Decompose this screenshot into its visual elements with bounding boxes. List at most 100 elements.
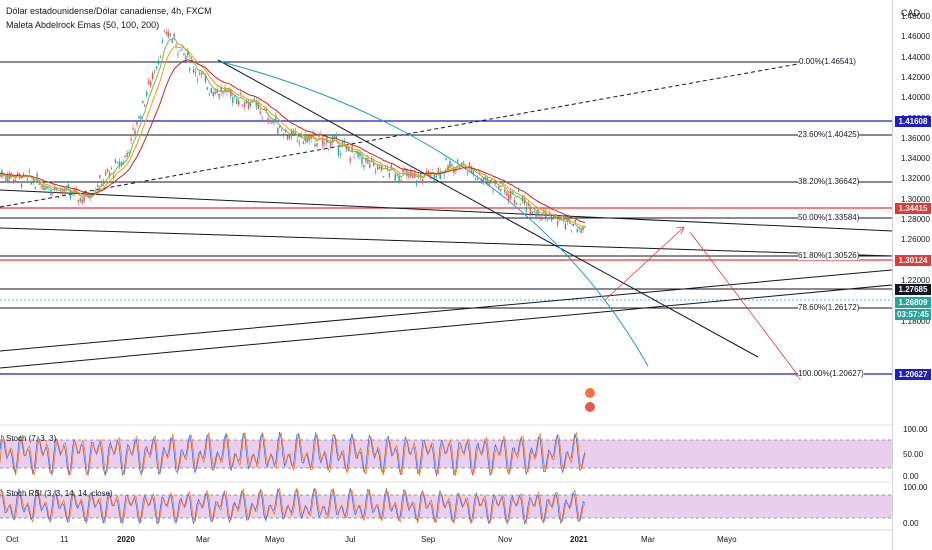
candle-body bbox=[226, 91, 228, 92]
descending-trendline[interactable] bbox=[217, 59, 759, 358]
candle-body bbox=[433, 174, 436, 182]
candle-body bbox=[547, 217, 549, 220]
ema-line[interactable] bbox=[0, 36, 586, 230]
candle-body bbox=[16, 173, 19, 176]
candle-body bbox=[36, 173, 38, 177]
candle-body bbox=[241, 104, 244, 106]
price-tick: 1.46000 bbox=[901, 32, 930, 42]
candlestick-series[interactable] bbox=[0, 28, 586, 235]
candle-body bbox=[0, 172, 1, 177]
red-projection-down[interactable] bbox=[689, 231, 801, 379]
upper-channel-line[interactable] bbox=[0, 189, 892, 232]
candle-body bbox=[28, 171, 31, 173]
candle-body bbox=[118, 161, 121, 167]
time-label-jul: Jul bbox=[345, 535, 356, 544]
candle-body bbox=[447, 165, 449, 171]
candle-body bbox=[261, 117, 263, 119]
candle-body bbox=[435, 175, 438, 178]
candle-body bbox=[183, 54, 185, 56]
ema-lines[interactable] bbox=[0, 36, 586, 230]
candle-body bbox=[457, 159, 459, 162]
candle-body bbox=[42, 184, 44, 190]
candle-body bbox=[281, 130, 283, 132]
ema-line[interactable] bbox=[0, 46, 586, 227]
candle-body bbox=[112, 175, 115, 178]
candle-body bbox=[277, 127, 279, 134]
ascending-support-line-2[interactable] bbox=[0, 284, 892, 369]
candle-body bbox=[513, 199, 516, 204]
flag-event-icon-2[interactable] bbox=[585, 402, 595, 412]
candle-body bbox=[468, 162, 471, 169]
candle-body bbox=[509, 190, 512, 198]
tag-1-27685: 1.27685 bbox=[895, 284, 931, 295]
candle-body bbox=[7, 175, 9, 183]
fib-label-0: 0.00%(1.46541) bbox=[799, 57, 856, 66]
price-chart[interactable] bbox=[0, 0, 892, 550]
mid-channel-line[interactable] bbox=[0, 227, 892, 257]
price-tick: 1.44000 bbox=[901, 52, 930, 62]
candle-body bbox=[22, 173, 25, 175]
candle-body bbox=[81, 199, 83, 204]
tag-1-41608: 1.41608 bbox=[895, 116, 931, 127]
candle-body bbox=[439, 172, 441, 179]
candle-body bbox=[208, 93, 211, 95]
candle-body bbox=[79, 198, 81, 202]
red-arrow-head-up bbox=[675, 226, 685, 235]
flag-event-icon[interactable] bbox=[585, 388, 595, 398]
candle-body bbox=[347, 147, 349, 151]
candle-body bbox=[431, 169, 434, 170]
candle-body bbox=[376, 165, 379, 170]
candle-body bbox=[353, 156, 355, 158]
candle-body bbox=[400, 180, 402, 182]
candle-body bbox=[476, 178, 479, 180]
red-projection-up[interactable] bbox=[604, 227, 684, 301]
candle-body bbox=[570, 230, 573, 232]
candle-body bbox=[552, 215, 555, 218]
candle-body bbox=[20, 184, 23, 188]
tag-1-30124: 1.30124 bbox=[895, 255, 931, 266]
candle-body bbox=[192, 69, 195, 73]
candle-body bbox=[345, 145, 348, 150]
candle-body bbox=[116, 162, 119, 164]
candle-body bbox=[529, 207, 531, 216]
candle-body bbox=[369, 163, 371, 168]
candle-body bbox=[371, 158, 373, 162]
candle-body bbox=[202, 73, 205, 75]
stochrsi-oscillator[interactable] bbox=[0, 487, 586, 526]
candle-body bbox=[157, 60, 160, 65]
candle-body bbox=[222, 92, 224, 94]
candle-body bbox=[147, 81, 150, 84]
candle-body bbox=[247, 101, 250, 110]
candle-body bbox=[517, 189, 520, 193]
price-tick: 1.32000 bbox=[901, 174, 930, 184]
candle-body bbox=[372, 162, 375, 166]
candle-body bbox=[44, 187, 46, 191]
candle-body bbox=[322, 137, 324, 146]
candle-body bbox=[461, 162, 463, 164]
fib-label-100: 100.00%(1.20627) bbox=[798, 369, 864, 378]
ascending-support-line[interactable] bbox=[0, 269, 892, 352]
candle-body bbox=[196, 79, 199, 81]
candle-body bbox=[200, 72, 203, 75]
candle-body bbox=[304, 134, 306, 141]
stoch-oscillator[interactable] bbox=[0, 432, 586, 477]
candle-body bbox=[320, 133, 322, 135]
blue-arc-curve[interactable] bbox=[221, 61, 649, 367]
currency-label: CAD bbox=[901, 8, 921, 18]
candle-body bbox=[365, 158, 367, 162]
candle-body bbox=[515, 203, 518, 205]
candle-body bbox=[421, 179, 424, 183]
candle-body bbox=[361, 157, 363, 165]
price-axis[interactable]: CAD 1.48000 1.46000 1.44000 1.42000 1.40000 1… bbox=[892, 0, 932, 550]
candle-body bbox=[355, 152, 357, 154]
fib-label-23-6: 23.60%(1.40425) bbox=[798, 130, 860, 139]
candle-body bbox=[384, 165, 387, 167]
ema-line[interactable] bbox=[0, 59, 586, 223]
candle-body bbox=[273, 122, 275, 124]
candle-body bbox=[175, 44, 177, 46]
dashed-trendline[interactable] bbox=[0, 59, 821, 208]
stoch-band bbox=[0, 440, 892, 468]
candle-body bbox=[488, 181, 490, 187]
candle-body bbox=[69, 190, 72, 199]
candle-body bbox=[316, 143, 318, 147]
